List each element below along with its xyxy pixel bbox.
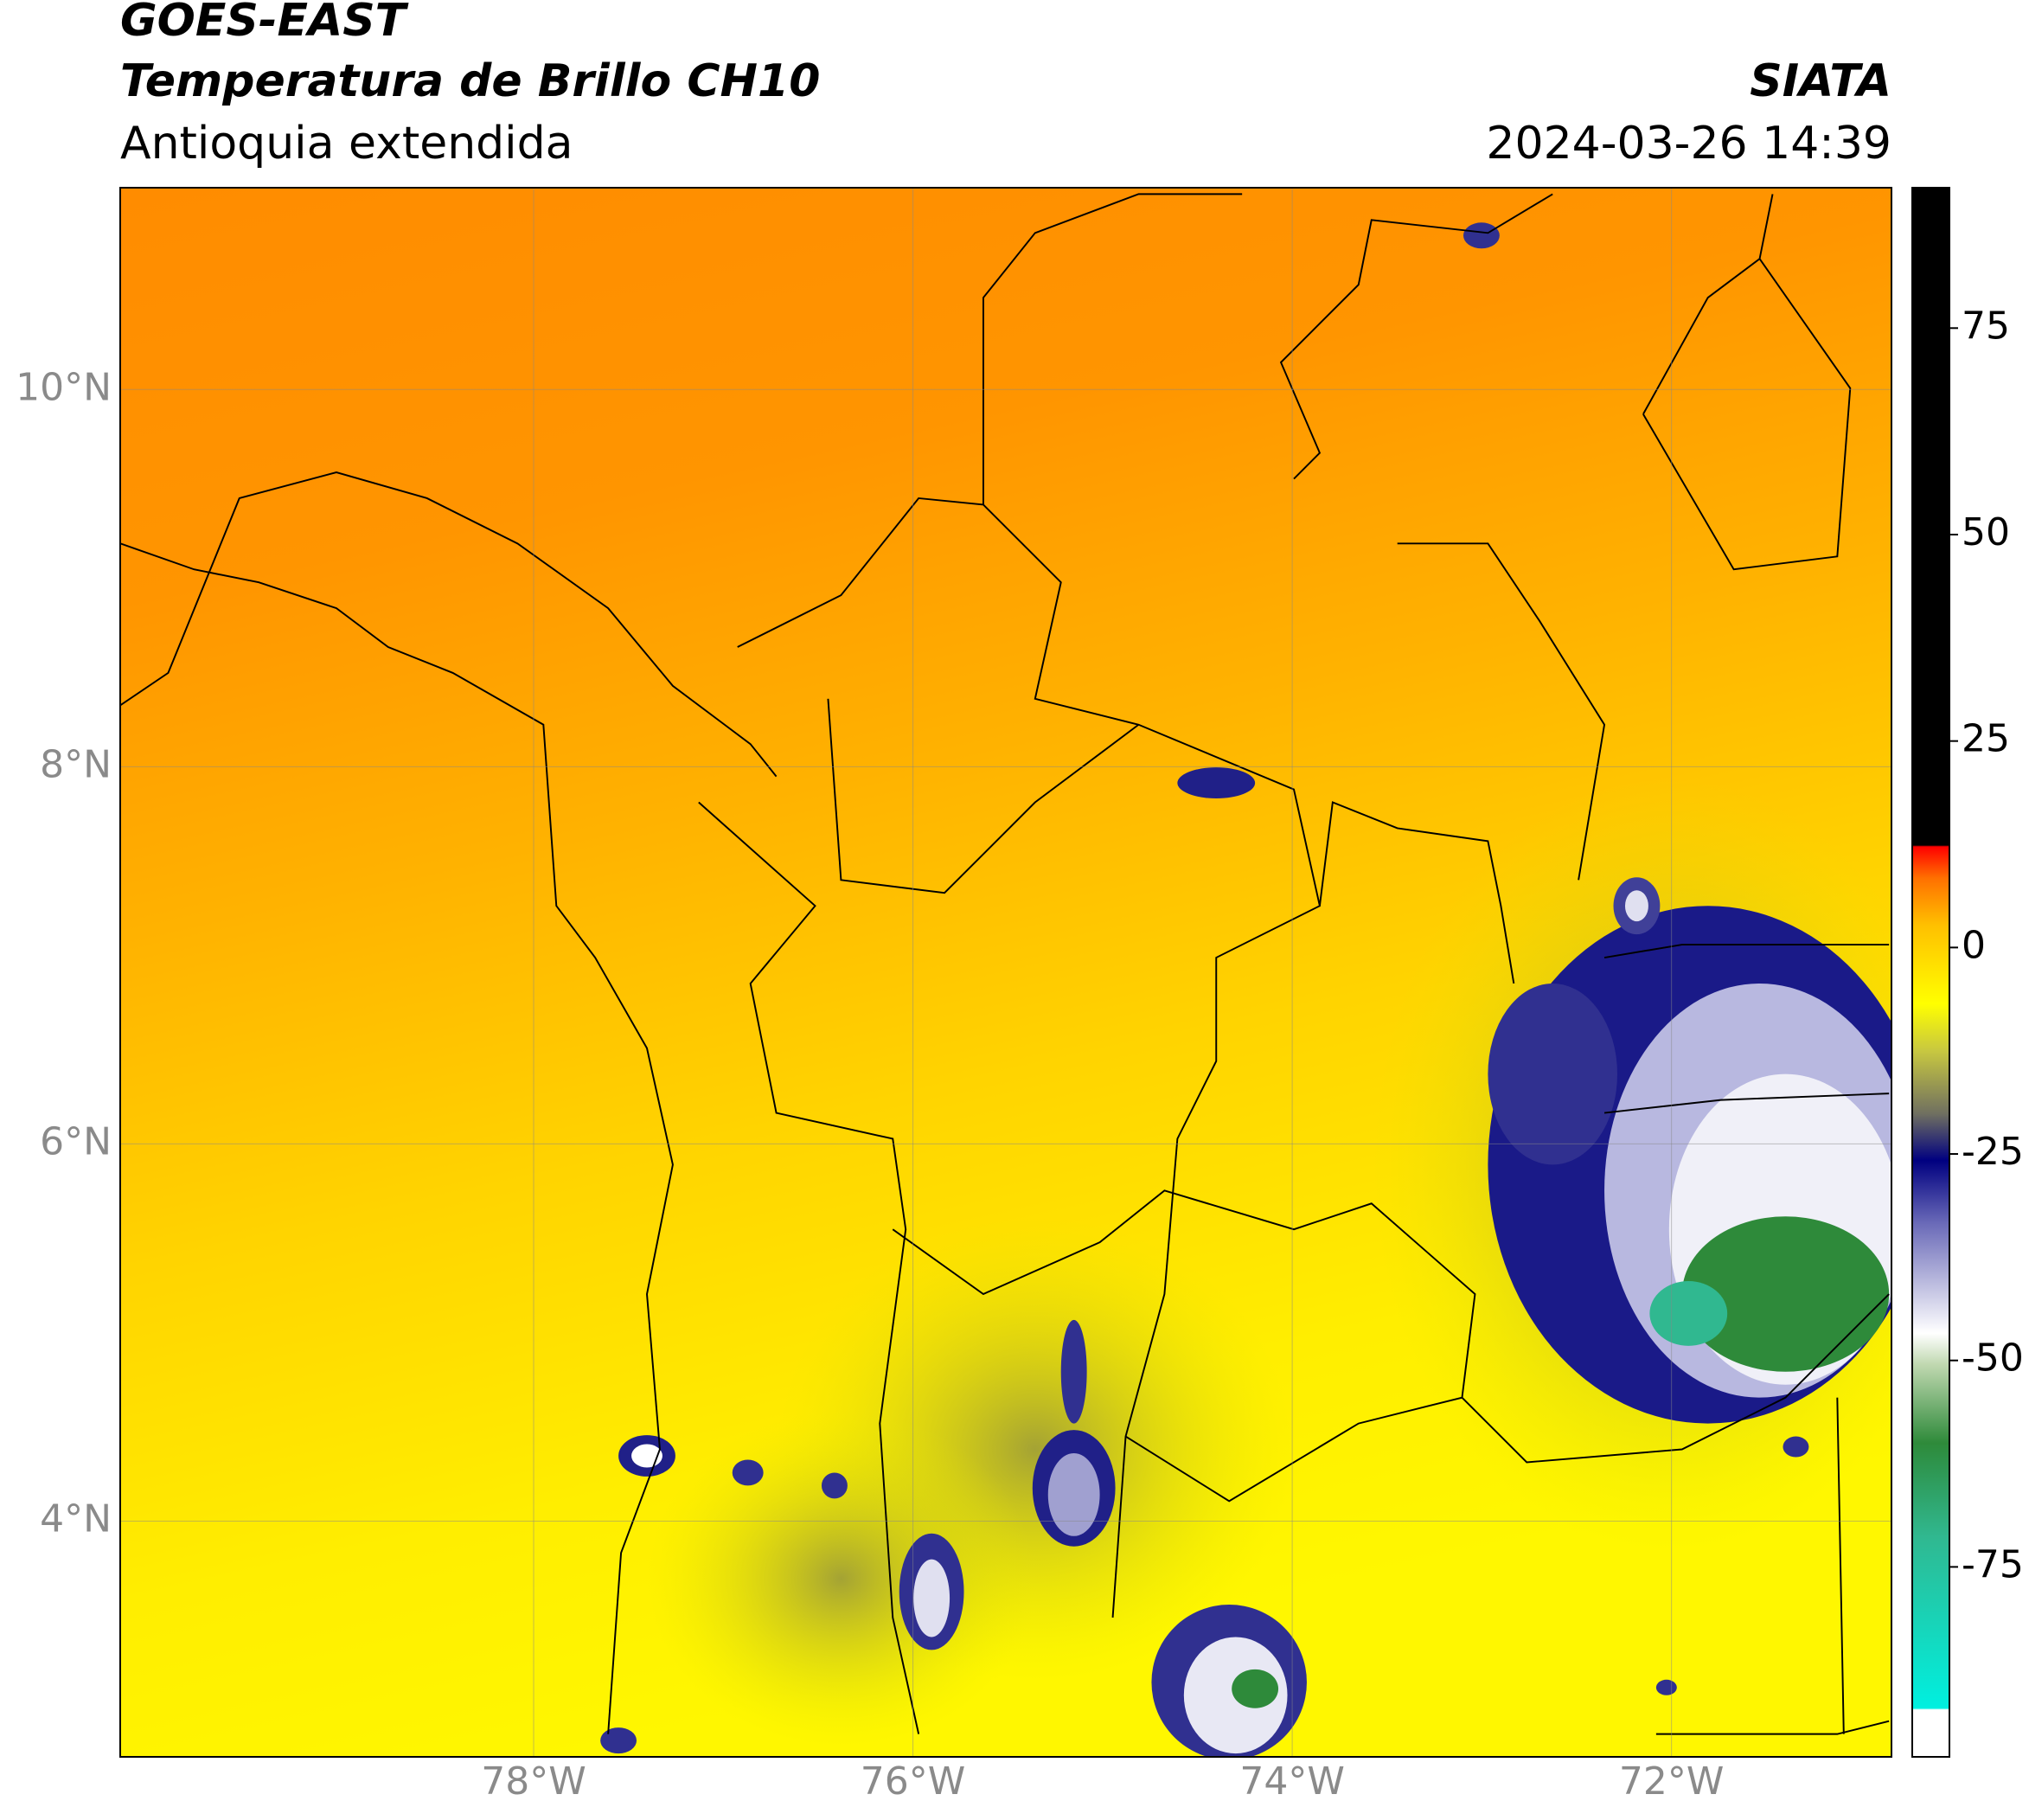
x-tick-label: 72°W bbox=[1619, 1759, 1725, 1804]
source-label: SIATA bbox=[1750, 55, 1891, 107]
map-area bbox=[120, 188, 1891, 1757]
colorbar-tick-label: 75 bbox=[1962, 304, 2010, 348]
x-tick-label: 74°W bbox=[1239, 1759, 1345, 1804]
colorbar-tick-label: 25 bbox=[1962, 717, 2010, 761]
boundaries bbox=[120, 193, 1890, 1735]
map-frame bbox=[119, 187, 1892, 1758]
colorbar-tick-label: -25 bbox=[1962, 1130, 2024, 1174]
colorbar bbox=[1911, 187, 1950, 1758]
y-tick-label: 10°N bbox=[16, 365, 112, 409]
cloud-features bbox=[600, 222, 1891, 1757]
product-title: Temperatura de Brillo CH10 bbox=[120, 55, 820, 107]
y-tick-label: 8°N bbox=[40, 742, 112, 786]
x-tick-label: 78°W bbox=[481, 1759, 586, 1804]
colorbar-tick-label: -50 bbox=[1962, 1336, 2024, 1381]
x-tick-label: 76°W bbox=[861, 1759, 966, 1804]
colorbar-tick-label: -75 bbox=[1962, 1542, 2024, 1586]
colorbar-tick-label: 0 bbox=[1962, 923, 1986, 967]
satellite-title: GOES-EAST bbox=[120, 0, 409, 47]
datetime-label: 2024-03-26 14:39 bbox=[1486, 118, 1891, 170]
graticule bbox=[120, 188, 1891, 1757]
colorbar-tick-label: 50 bbox=[1962, 510, 2010, 554]
region-subtitle: Antioquia extendida bbox=[120, 118, 573, 170]
y-tick-label: 6°N bbox=[40, 1119, 112, 1163]
y-tick-label: 4°N bbox=[40, 1496, 112, 1541]
